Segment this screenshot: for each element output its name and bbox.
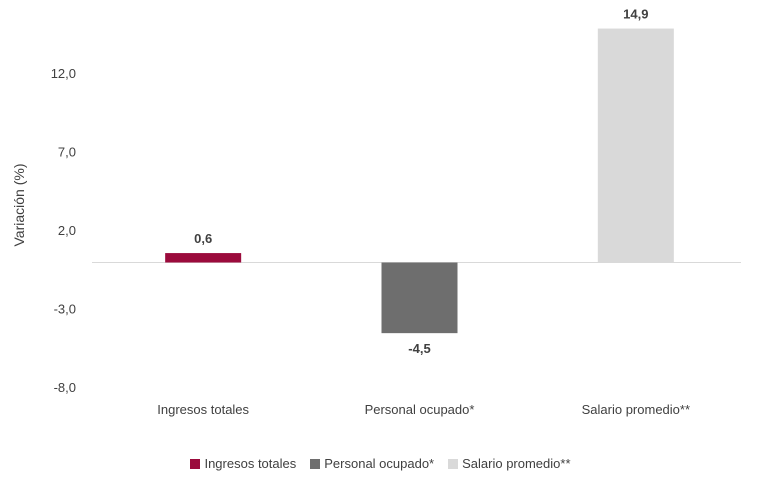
legend: Ingresos totales Personal ocupado* Salar… bbox=[0, 456, 761, 471]
legend-label: Ingresos totales bbox=[204, 456, 297, 471]
legend-swatch bbox=[448, 458, 459, 469]
data-label: 0,6 bbox=[194, 231, 212, 246]
x-category-label: Salario promedio** bbox=[582, 402, 690, 417]
legend-swatch bbox=[310, 458, 321, 469]
legend-item-personal: Personal ocupado* bbox=[310, 456, 434, 471]
legend-label: Personal ocupado* bbox=[324, 456, 435, 471]
y-tick-label: -3,0 bbox=[54, 302, 76, 317]
data-label: -4,5 bbox=[408, 341, 430, 356]
data-label: 14,9 bbox=[623, 7, 648, 22]
x-category-label: Ingresos totales bbox=[157, 402, 249, 417]
legend-label: Salario promedio** bbox=[462, 456, 571, 471]
legend-item-ingresos: Ingresos totales bbox=[190, 456, 296, 471]
y-tick-label: 12,0 bbox=[51, 66, 76, 81]
y-tick-label: 7,0 bbox=[58, 145, 76, 160]
legend-swatch bbox=[190, 458, 201, 469]
y-axis-label: Variación (%) bbox=[11, 164, 27, 247]
y-tick-label: -8,0 bbox=[54, 380, 76, 395]
bar-ingresos-totales bbox=[165, 253, 242, 263]
y-tick-label: 2,0 bbox=[58, 223, 76, 238]
bar-chart: Variación (%) 12,0 7,0 2,0 -3,0 -8,0 0,6 -4,5… bbox=[11, 7, 741, 417]
x-category-label: Personal ocupado* bbox=[365, 402, 475, 417]
bar-salario-promedio bbox=[597, 28, 674, 263]
legend-item-salario: Salario promedio** bbox=[448, 456, 571, 471]
bar-personal-ocupado bbox=[381, 262, 458, 334]
